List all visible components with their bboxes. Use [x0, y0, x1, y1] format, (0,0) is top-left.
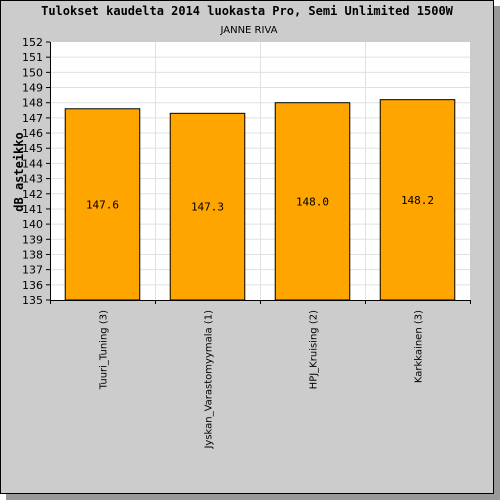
- frame-shadow-bottom: [6, 494, 500, 500]
- y-tick-label: 148: [22, 97, 43, 110]
- y-tick-label: 139: [22, 233, 43, 246]
- bar: [169, 112, 246, 301]
- frame-shadow-right: [494, 6, 500, 500]
- x-tick-label: Karkkainen (3): [414, 310, 425, 383]
- data-label: 147.3: [191, 201, 224, 214]
- y-axis-label: dB asteikko: [12, 132, 26, 211]
- y-tick-label: 145: [22, 142, 43, 155]
- y-tick-label: 149: [22, 82, 43, 95]
- y-tick-label: 147: [22, 112, 43, 125]
- chart-title: Tulokset kaudelta 2014 luokasta Pro, Sem…: [41, 4, 454, 18]
- y-tick-label: 138: [22, 248, 43, 261]
- data-label: 148.2: [401, 194, 434, 207]
- y-tick-label: 140: [22, 218, 43, 231]
- chart-subtitle: JANNE RIVA: [219, 25, 277, 36]
- y-tick-label: 141: [22, 203, 43, 216]
- bar: [64, 108, 141, 301]
- y-tick-label: 151: [22, 51, 43, 64]
- x-tick-label: HPJ_Kruising (2): [309, 310, 320, 389]
- x-tick-label: Jyskan_Varastomyymala (1): [204, 310, 215, 450]
- y-tick-label: 136: [22, 279, 43, 292]
- y-tick-label: 144: [22, 157, 43, 170]
- bar: [274, 102, 351, 301]
- y-tick-label: 146: [22, 127, 43, 140]
- data-label: 148.0: [296, 195, 329, 208]
- y-tick-label: 143: [22, 173, 43, 186]
- y-tick-label: 137: [22, 264, 43, 277]
- data-label: 147.6: [86, 198, 119, 211]
- y-tick-label: 135: [22, 294, 43, 307]
- y-tick-label: 150: [22, 66, 43, 79]
- y-tick-label: 142: [22, 188, 43, 201]
- bar: [379, 99, 456, 301]
- x-tick-label: Tuuri_Tuning (3): [99, 310, 110, 390]
- y-tick-label: 152: [22, 36, 43, 49]
- plot-area: 147.6 147.3 148.0 148.2 135 136 137 138 139 140 14…: [22, 36, 471, 450]
